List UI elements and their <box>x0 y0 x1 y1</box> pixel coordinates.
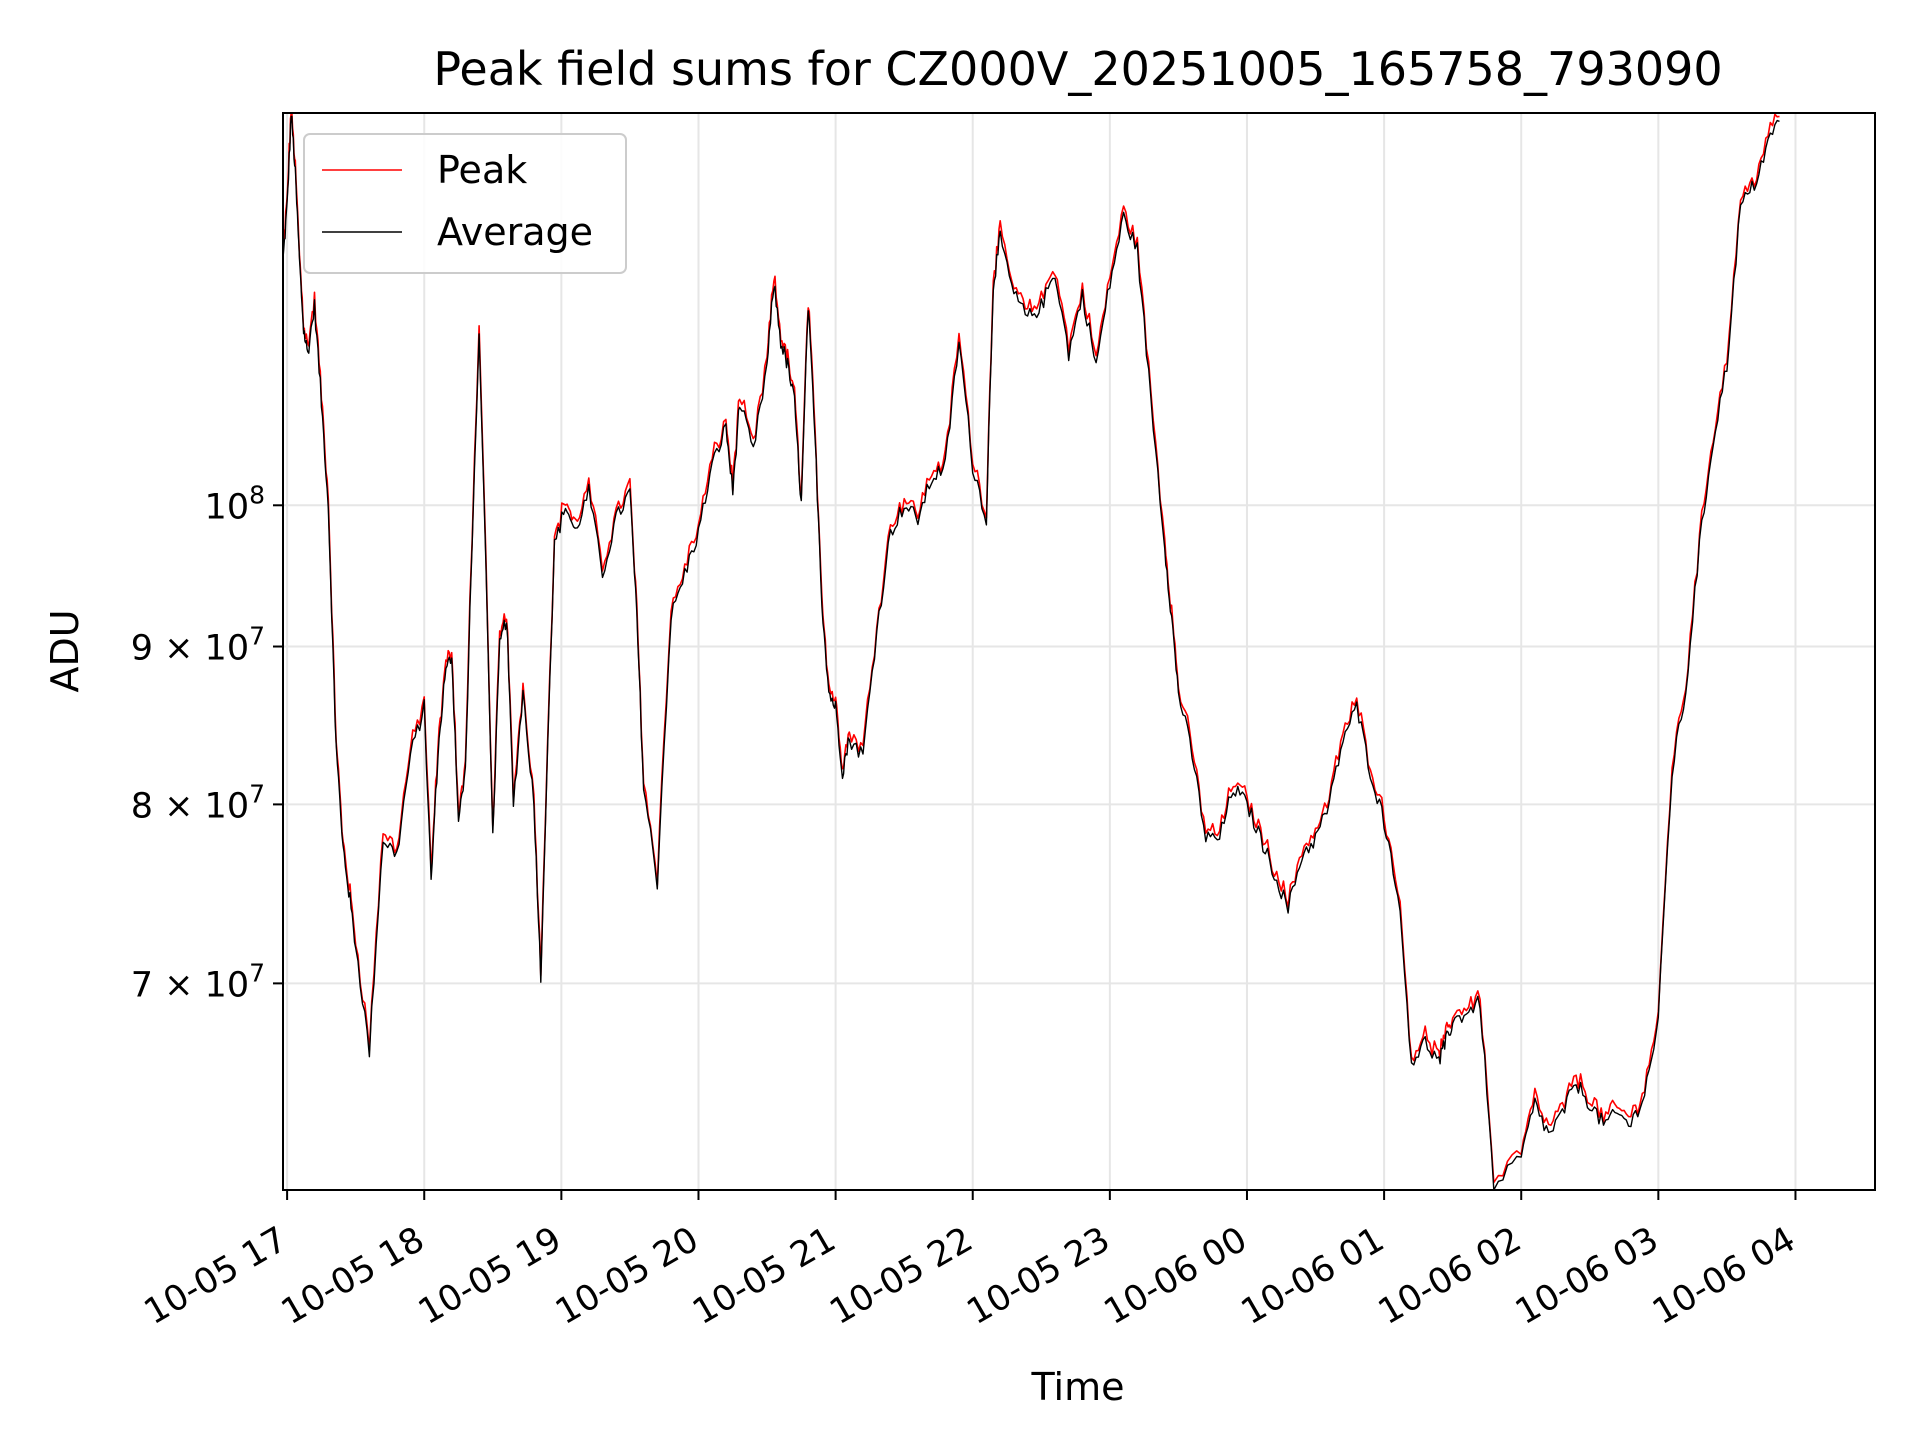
series-lines <box>282 112 1780 1191</box>
y-tick-label: 7 × 107 <box>131 958 265 1005</box>
series-line-average <box>282 115 1780 1191</box>
legend: Peak Average <box>303 133 627 274</box>
y-tick-label: 108 <box>205 480 265 527</box>
x-axis-label: Time <box>1031 1365 1125 1409</box>
y-axis-ticks: 7 × 107 8 × 107 9 × 107 108 <box>131 480 283 1005</box>
legend-box <box>303 133 627 274</box>
chart-title: Peak field sums for CZ000V_20251005_1657… <box>433 42 1722 96</box>
legend-label-peak: Peak <box>437 148 527 192</box>
y-axis-label: ADU <box>43 609 87 692</box>
y-tick-label: 9 × 107 <box>131 622 265 669</box>
legend-label-average: Average <box>437 210 593 254</box>
y-tick-label: 8 × 107 <box>131 779 265 826</box>
plot-area-frame <box>282 112 1876 1191</box>
